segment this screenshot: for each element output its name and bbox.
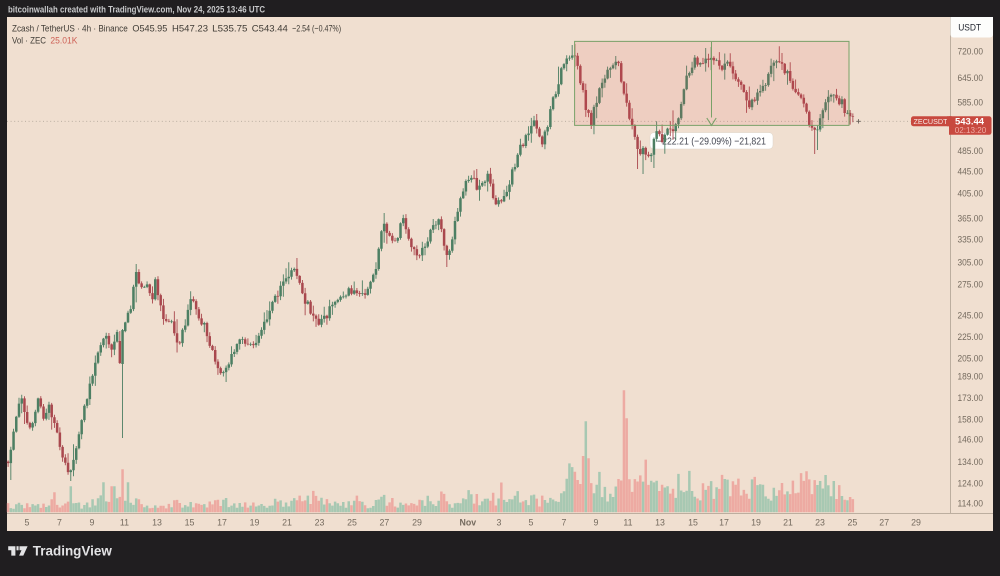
svg-text:C543.44: C543.44 [252,23,289,34]
svg-text:9: 9 [90,517,95,527]
svg-text:02:13:20: 02:13:20 [955,125,987,135]
svg-text:USDT: USDT [958,23,981,33]
svg-text:25.01K: 25.01K [50,35,78,46]
svg-text:305.00: 305.00 [958,257,984,267]
svg-text:543.44: 543.44 [955,116,985,126]
svg-text:5: 5 [25,517,30,527]
svg-text:Vol · ZEC: Vol · ZEC [12,35,46,46]
svg-text:11: 11 [120,517,129,527]
svg-text:7: 7 [57,517,62,527]
svg-text:124.00: 124.00 [958,478,984,488]
svg-text:13: 13 [152,517,162,527]
svg-text:146.00: 146.00 [958,434,984,444]
svg-text:17: 17 [719,517,729,527]
svg-text:15: 15 [688,517,698,527]
svg-text:ZECUSDT: ZECUSDT [914,117,948,126]
svg-text:−222.21 (−29.09%) −21,821: −222.21 (−29.09%) −21,821 [657,137,766,148]
svg-text:29: 29 [412,517,422,527]
svg-text:158.00: 158.00 [958,414,984,424]
svg-text:5: 5 [529,517,534,527]
svg-text:L535.75: L535.75 [212,23,247,34]
svg-text:Nov: Nov [459,517,476,527]
svg-text:9: 9 [594,517,599,527]
svg-text:189.00: 189.00 [958,371,984,381]
svg-text:275.00: 275.00 [958,279,984,289]
svg-text:7: 7 [562,517,567,527]
svg-text:21: 21 [282,517,292,527]
svg-text:485.00: 485.00 [958,146,984,156]
svg-text:225.00: 225.00 [958,332,984,342]
svg-text:Zcash / TetherUS · 4h · Binanc: Zcash / TetherUS · 4h · Binance [12,23,128,34]
svg-text:21: 21 [783,517,793,527]
svg-text:29: 29 [911,517,921,527]
svg-text:27: 27 [380,517,390,527]
svg-text:114.00: 114.00 [958,498,984,508]
svg-text:19: 19 [751,517,761,527]
svg-text:173.00: 173.00 [958,393,984,403]
svg-text:445.00: 445.00 [958,166,984,176]
svg-text:11: 11 [623,517,632,527]
svg-text:H547.23: H547.23 [172,23,208,34]
svg-text:27: 27 [879,517,889,527]
svg-text:645.00: 645.00 [958,73,984,83]
svg-text:335.00: 335.00 [958,234,984,244]
svg-text:13: 13 [655,517,665,527]
svg-text:TradingView: TradingView [33,544,113,559]
svg-text:23: 23 [315,517,325,527]
svg-text:25: 25 [848,517,858,527]
svg-text:−2.54 (−0.47%): −2.54 (−0.47%) [292,23,341,34]
svg-text:720.00: 720.00 [958,46,984,56]
svg-text:bitcoinwallah created with Tra: bitcoinwallah created with TradingView.c… [8,4,265,14]
svg-text:245.00: 245.00 [958,310,984,320]
svg-text:O545.95: O545.95 [132,23,167,34]
svg-text:134.00: 134.00 [958,457,984,467]
svg-text:205.00: 205.00 [958,353,984,363]
svg-text:25: 25 [347,517,357,527]
svg-text:17: 17 [217,517,227,527]
svg-text:365.00: 365.00 [958,213,984,223]
svg-text:23: 23 [815,517,825,527]
svg-text:405.00: 405.00 [958,188,984,198]
svg-text:15: 15 [185,517,195,527]
svg-text:585.00: 585.00 [958,97,984,107]
svg-text:19: 19 [250,517,260,527]
svg-text:3: 3 [497,517,502,527]
